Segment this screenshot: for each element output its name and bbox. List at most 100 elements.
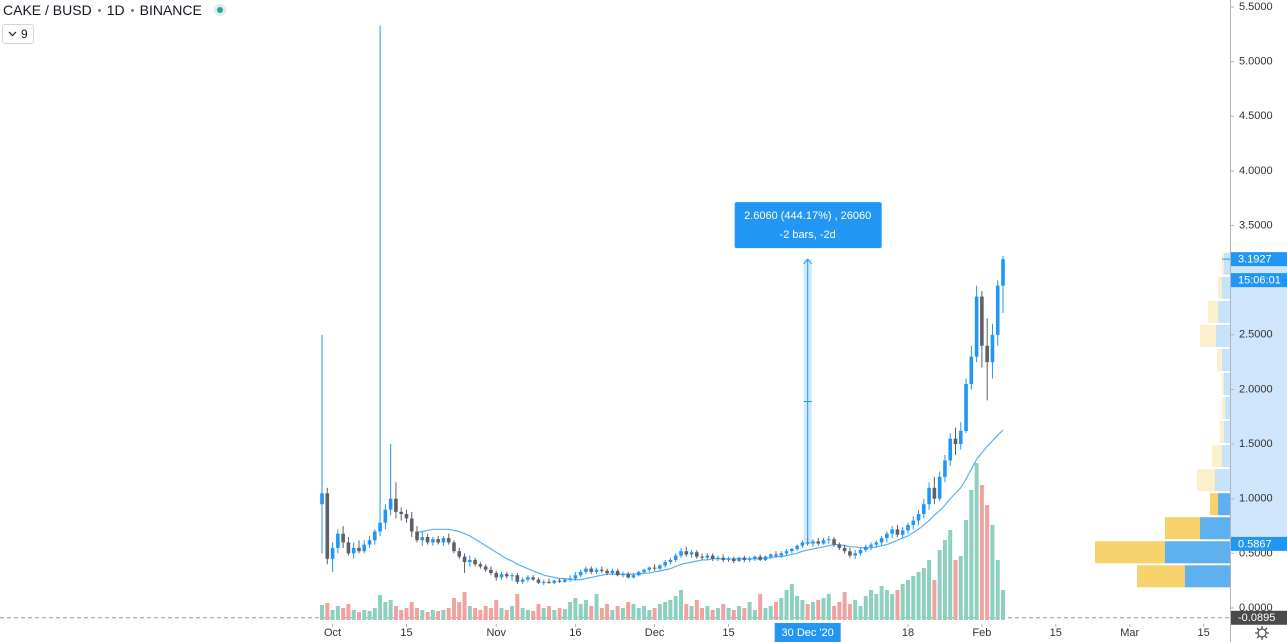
candle-body <box>863 546 868 551</box>
volume-bar <box>905 580 910 620</box>
volume-bar <box>805 604 810 620</box>
candle-body <box>494 573 499 578</box>
volume-bar <box>409 602 414 620</box>
candle-body <box>705 555 710 558</box>
candle-body <box>499 574 504 578</box>
candle-body <box>388 498 393 510</box>
volume-bar <box>520 608 525 620</box>
candle-body <box>695 552 699 557</box>
volume-bar <box>568 602 573 620</box>
volume-bar <box>721 604 726 620</box>
market-status-dot <box>216 7 223 13</box>
candle-body <box>784 551 789 554</box>
candle-body <box>858 550 863 554</box>
measure-from-label: 0.5867 <box>1238 538 1272 550</box>
candle-body <box>420 536 425 541</box>
profile-up <box>1222 276 1230 299</box>
volume-bar <box>488 608 493 620</box>
settings-icon[interactable] <box>1255 626 1269 640</box>
candle-body <box>679 551 683 556</box>
profile-down <box>1220 421 1224 444</box>
volume-bar <box>768 606 773 620</box>
measure-from-label-bg <box>1231 536 1287 551</box>
y-tick-label: 4.0000 <box>1239 165 1273 177</box>
y-tick-label: 2.0000 <box>1239 383 1273 395</box>
candle-body <box>578 571 583 576</box>
volume-bar <box>436 611 441 620</box>
candle-body <box>383 509 388 523</box>
moving-average <box>416 429 1004 581</box>
candle-body <box>816 541 821 544</box>
volume-bar <box>372 608 377 620</box>
volume-bar <box>515 594 520 620</box>
x-tick-label: 16 <box>569 627 581 639</box>
candle-body <box>600 569 604 571</box>
candle-body <box>642 569 646 572</box>
volume-bar <box>789 584 794 620</box>
volume-bar <box>689 606 694 620</box>
candle-body <box>737 557 741 562</box>
volume-bar <box>1001 590 1006 620</box>
y-tick-label: 1.0000 <box>1239 493 1273 505</box>
candle-body <box>731 558 736 562</box>
candle-body <box>626 574 630 578</box>
last-price-label-bg <box>1231 252 1287 267</box>
volume-bar <box>430 610 435 620</box>
candle-body <box>647 567 652 570</box>
candle-body <box>462 556 467 563</box>
symbol-header: CAKE / BUSD 1D BINANCE <box>3 2 226 18</box>
profile-down <box>1210 493 1218 516</box>
x-tick-label: Oct <box>324 627 341 639</box>
candle-body <box>826 539 831 541</box>
separator <box>130 8 134 12</box>
volume-bar <box>816 600 821 620</box>
volume-bar <box>383 602 388 620</box>
candle-body <box>415 531 419 541</box>
candle-body <box>357 547 361 552</box>
volume-bar <box>467 606 472 620</box>
volume-bar <box>684 604 689 620</box>
volume-bar <box>942 540 947 620</box>
profile-up <box>1218 493 1230 516</box>
candle-body <box>768 554 773 557</box>
volume-bar <box>810 602 815 620</box>
volume-bar <box>552 610 557 620</box>
candle-body <box>958 430 963 445</box>
interval[interactable]: 1D <box>106 2 125 18</box>
measure-axis-band <box>1231 259 1287 544</box>
volume-bar <box>847 604 852 620</box>
volume-bar <box>362 610 367 620</box>
profile-up <box>1224 252 1230 275</box>
symbol[interactable]: CAKE / BUSD <box>3 2 92 18</box>
candle-body <box>811 541 815 544</box>
volume-bar <box>620 608 625 620</box>
candle-body <box>341 533 345 543</box>
candle-body <box>547 581 551 583</box>
volume-bar <box>863 596 868 620</box>
profile-down <box>1222 397 1225 420</box>
volume-bar <box>441 610 446 620</box>
candle-body <box>985 345 989 363</box>
candle-body <box>663 562 667 566</box>
indicator-toggle[interactable]: 9 <box>2 24 34 44</box>
separator <box>97 8 101 12</box>
profile-up <box>1224 372 1230 396</box>
candle-body <box>779 553 784 556</box>
volume-bar <box>462 592 467 620</box>
volume-bar <box>525 610 530 620</box>
candle-body <box>668 559 673 563</box>
volume-bar <box>948 530 953 620</box>
volume-bar <box>678 590 683 620</box>
volume-bar <box>636 608 641 620</box>
candle-body <box>536 579 541 583</box>
y-tick-label: 2.5000 <box>1239 329 1273 341</box>
volume-bar <box>700 608 705 620</box>
candle-body <box>721 557 726 560</box>
volume-bar <box>451 598 456 620</box>
volume-bar <box>858 606 863 620</box>
candle-body <box>726 558 731 560</box>
volume-bar <box>351 610 356 620</box>
candle-body <box>610 570 615 574</box>
profile-up <box>1216 324 1230 347</box>
